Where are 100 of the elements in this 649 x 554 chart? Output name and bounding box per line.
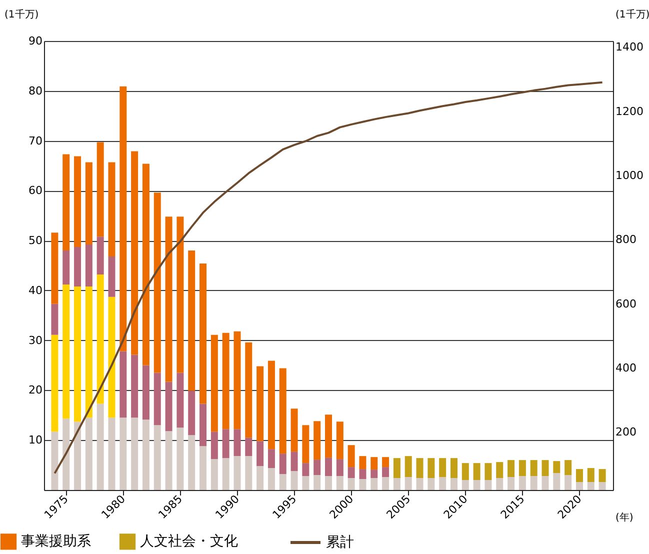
- bar: [142, 164, 150, 366]
- bar: [222, 429, 230, 458]
- bar: [314, 475, 321, 490]
- bar: [222, 458, 230, 490]
- bar: [108, 296, 116, 418]
- bar: [484, 463, 492, 480]
- bar: [382, 467, 390, 478]
- y2-axis-title: (1千万): [616, 8, 649, 20]
- bar: [245, 456, 252, 490]
- bar: [74, 422, 82, 490]
- legend-label: 累計: [326, 534, 354, 550]
- bar: [142, 420, 150, 490]
- bar: [62, 418, 70, 490]
- bar: [108, 256, 116, 297]
- bar: [200, 264, 207, 404]
- bar: [598, 482, 606, 490]
- bar: [496, 478, 504, 490]
- line-series: [54, 81, 604, 474]
- bar: [462, 480, 469, 490]
- bar: [51, 432, 58, 490]
- y-tick-label: 70: [28, 134, 42, 148]
- bar: [131, 418, 138, 490]
- bar: [302, 476, 310, 490]
- bar: [325, 458, 332, 476]
- y2-tick-label: 400: [616, 362, 636, 375]
- bar: [200, 446, 207, 490]
- bar: [234, 429, 241, 456]
- bar: [359, 469, 366, 480]
- y-tick-label: 10: [28, 434, 42, 447]
- bar: [336, 422, 344, 460]
- bar: [51, 334, 58, 432]
- bar: [131, 354, 138, 418]
- bar: [290, 452, 298, 472]
- bar: [85, 162, 92, 245]
- bar: [74, 156, 82, 248]
- bar: [96, 404, 104, 490]
- bar: [268, 468, 275, 490]
- bar: [165, 431, 172, 490]
- bar: [450, 478, 458, 490]
- bar: [530, 476, 538, 490]
- bar: [325, 414, 332, 458]
- bar: [336, 476, 344, 490]
- bar: [210, 459, 218, 490]
- bar: [210, 432, 218, 460]
- bar: [382, 457, 390, 468]
- y2-tick-label: 200: [616, 426, 636, 439]
- bar: [120, 418, 127, 490]
- bar: [348, 478, 355, 490]
- bar: [518, 460, 526, 476]
- bar: [256, 366, 264, 442]
- y-tick-label: 90: [28, 34, 42, 48]
- bar: [473, 480, 480, 490]
- bar: [576, 482, 583, 490]
- bar: [234, 331, 241, 430]
- bar: [370, 470, 378, 478]
- bar: [176, 428, 184, 490]
- bar: [587, 468, 594, 482]
- bar: [587, 482, 594, 490]
- bar: [85, 286, 92, 418]
- bar: [370, 478, 378, 490]
- bar: [62, 284, 70, 419]
- bar: [404, 456, 412, 478]
- bar: [154, 372, 161, 426]
- bar: [484, 480, 492, 490]
- bar: [542, 476, 549, 490]
- bar: [268, 449, 275, 468]
- bar: [325, 476, 332, 490]
- y-tick-label: 80: [28, 84, 42, 98]
- bar: [450, 458, 458, 478]
- bar: [598, 469, 606, 482]
- bar: [256, 441, 264, 466]
- legend-label: 事業援助系: [21, 534, 91, 550]
- bar: [176, 372, 184, 428]
- bar: [268, 360, 275, 450]
- bar: [245, 342, 252, 438]
- y-tick-label: 50: [28, 234, 42, 248]
- bar: [428, 458, 435, 478]
- y2-tick-label: 600: [616, 297, 636, 310]
- bar: [393, 478, 400, 490]
- bar: [62, 250, 70, 284]
- bar: [96, 236, 104, 274]
- bar: [428, 478, 435, 490]
- bar: [359, 456, 366, 470]
- bar: [120, 351, 127, 418]
- bar: [245, 438, 252, 456]
- bar: [120, 86, 127, 352]
- bar: [51, 232, 58, 304]
- bar: [553, 461, 560, 474]
- bar: [530, 460, 538, 476]
- bar: [462, 463, 469, 480]
- bar: [508, 477, 515, 490]
- bar: [439, 458, 446, 478]
- bar: [553, 473, 560, 490]
- bar: [542, 460, 549, 476]
- bar: [85, 418, 92, 490]
- bar: [188, 390, 196, 436]
- bar: [62, 154, 70, 251]
- bar: [108, 418, 116, 490]
- bar: [496, 462, 504, 478]
- bar: [564, 475, 572, 490]
